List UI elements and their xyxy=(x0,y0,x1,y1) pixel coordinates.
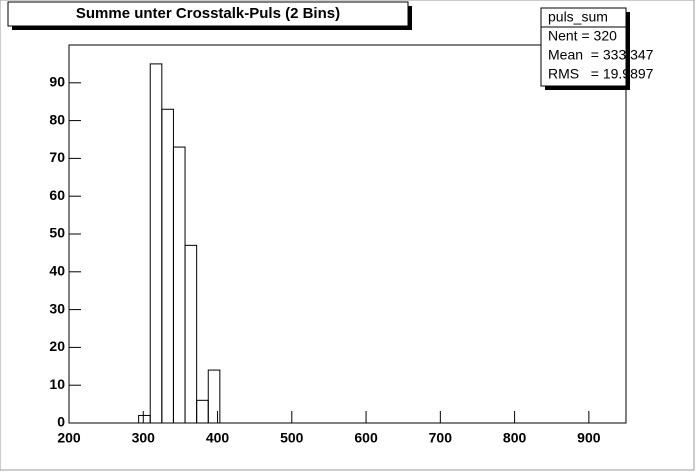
stats-line: RMS = 19.9897 xyxy=(548,66,654,82)
stats-title: puls_sum xyxy=(548,9,608,25)
y-tick-label: 30 xyxy=(49,300,65,316)
bar xyxy=(207,369,221,424)
y-tick-label: 80 xyxy=(49,111,65,127)
x-tick-label: 500 xyxy=(280,430,304,446)
y-tick-label: 20 xyxy=(49,338,65,354)
x-tick-label: 200 xyxy=(57,430,81,446)
stats-box: puls_sum Nent = 320 Mean = 333.347 RMS = 1… xyxy=(540,7,654,90)
y-tick-label: 70 xyxy=(49,149,65,165)
y-tick-label: 60 xyxy=(49,187,65,203)
stats-line: Mean = 333.347 xyxy=(548,47,654,63)
x-tick-label: 600 xyxy=(354,430,378,446)
chart-title: Summe unter Crosstalk-Puls (2 Bins) xyxy=(76,5,340,22)
x-tick-label: 900 xyxy=(577,430,601,446)
x-tick-label: 800 xyxy=(503,430,527,446)
y-tick-label: 50 xyxy=(49,225,65,241)
bar xyxy=(184,244,198,424)
x-tick-label: 300 xyxy=(132,430,156,446)
y-tick-label: 90 xyxy=(49,74,65,90)
y-tick-label: 0 xyxy=(57,414,65,430)
x-tick-label: 400 xyxy=(206,430,230,446)
y-tick-label: 40 xyxy=(49,263,65,279)
y-tick-label: 10 xyxy=(49,376,65,392)
x-tick-label: 700 xyxy=(429,430,453,446)
stats-frame xyxy=(540,7,627,87)
title-box xyxy=(7,1,409,27)
stats-line: Nent = 320 xyxy=(548,28,617,44)
